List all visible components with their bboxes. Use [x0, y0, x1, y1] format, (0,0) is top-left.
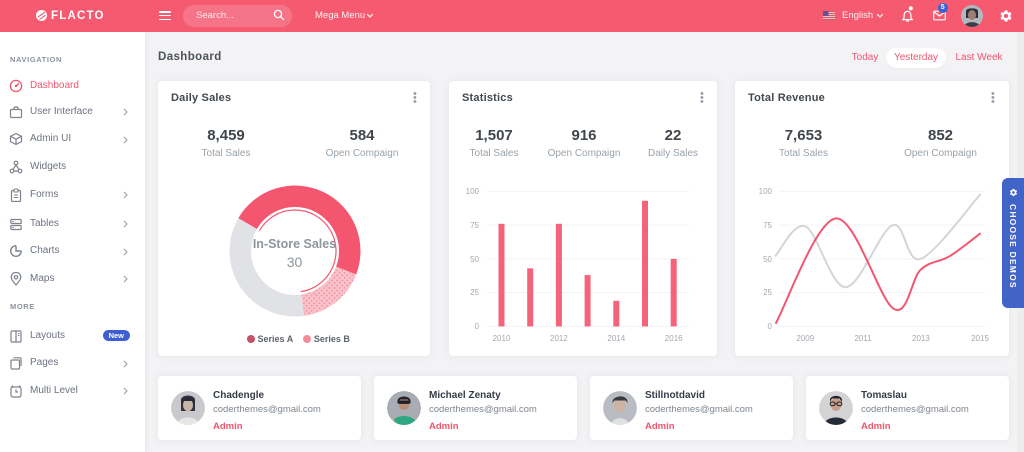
svg-text:2010: 2010 [493, 334, 511, 343]
svg-text:50: 50 [763, 255, 772, 264]
svg-text:2009: 2009 [796, 334, 814, 343]
svg-text:75: 75 [470, 221, 479, 230]
svg-text:2012: 2012 [550, 334, 568, 343]
svg-text:2016: 2016 [665, 334, 683, 343]
svg-text:2013: 2013 [912, 334, 930, 343]
svg-text:25: 25 [763, 288, 772, 297]
svg-text:2011: 2011 [854, 334, 872, 343]
svg-text:2015: 2015 [971, 334, 989, 343]
svg-text:0: 0 [475, 322, 480, 331]
svg-text:100: 100 [466, 187, 480, 196]
svg-text:100: 100 [759, 187, 773, 196]
svg-text:75: 75 [763, 221, 772, 230]
svg-text:2014: 2014 [607, 334, 625, 343]
svg-text:25: 25 [470, 288, 479, 297]
svg-text:0: 0 [768, 322, 773, 331]
svg-text:50: 50 [470, 255, 479, 264]
